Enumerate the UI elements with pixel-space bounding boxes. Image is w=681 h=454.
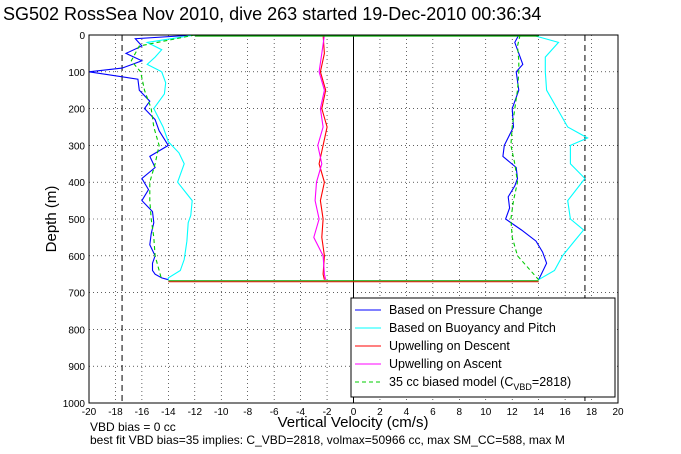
y-tick-label: 900 (68, 362, 85, 373)
x-tick-label: -8 (243, 407, 252, 418)
y-tick-label: 300 (68, 141, 85, 152)
x-tick-label: -16 (135, 407, 150, 418)
x-tick-label: 16 (560, 407, 572, 418)
legend-model-sub: VBD (513, 382, 532, 392)
x-tick-label: -20 (82, 407, 97, 418)
series-buoyancy-ascent (531, 34, 589, 281)
x-tick-label: 4 (404, 407, 410, 418)
y-axis-label: Depth (m) (43, 186, 60, 253)
x-tick-label: -14 (161, 407, 176, 418)
legend-model-main: 35 cc biased model (C (389, 375, 513, 389)
plot-frame (88, 34, 619, 404)
x-tick-label: -2 (323, 407, 332, 418)
x-tick-label: 8 (457, 407, 463, 418)
x-tick-label: 14 (533, 407, 545, 418)
x-tick-label: -6 (270, 407, 279, 418)
chart-title: SG502 RossSea Nov 2010, dive 263 started… (3, 4, 541, 24)
x-tick-label: -18 (108, 407, 123, 418)
x-tick-label: 0 (351, 407, 357, 418)
series-layer (88, 34, 589, 403)
legend-label-model: 35 cc biased model (CVBD=2818) (389, 375, 571, 392)
x-tick-labels: -20 -18 -16 -14 -12 -10 -8 -6 -4 -2 0 2 4 6 8 10 12 14 16 1… (82, 407, 624, 418)
series-up_ascent-ascent (313, 34, 327, 280)
x-tick-label: -10 (214, 407, 229, 418)
legend-label-buoyancy: Based on Buoyancy and Pitch (389, 321, 556, 335)
series-pressure-descent (88, 34, 195, 281)
series-model-descent (130, 34, 195, 280)
y-tick-label: 100 (68, 68, 85, 79)
x-tick-label: 20 (612, 407, 624, 418)
x-tick-label: -12 (188, 407, 203, 418)
legend-label-up-descent: Upwelling on Descent (389, 339, 510, 353)
x-tick-label: 2 (377, 407, 383, 418)
series-buoyancy-descent (145, 34, 195, 280)
x-tick-label: 18 (586, 407, 598, 418)
legend: Based on Pressure Change Based on Buoyan… (350, 297, 616, 398)
y-tick-label: 200 (68, 105, 85, 116)
y-tick-label: 400 (68, 178, 85, 189)
series-pressure-ascent (502, 34, 548, 280)
legend-label-pressure: Based on Pressure Change (389, 303, 543, 317)
x-axis-label: Vertical Velocity (cm/s) (278, 414, 429, 431)
x-tick-label: -4 (296, 407, 305, 418)
legend-label-up-ascent: Upwelling on Ascent (389, 357, 502, 371)
y-tick-label: 500 (68, 215, 85, 226)
note-vbd-bias: VBD bias = 0 cc (90, 420, 176, 434)
x-tick-label: 6 (430, 407, 436, 418)
series-model-ascent (510, 34, 540, 281)
legend-box (350, 297, 616, 398)
legend-model-end: =2818) (532, 375, 571, 389)
y-tick-label: 1000 (63, 399, 86, 410)
note-best-fit: best fit VBD bias=35 implies: C_VBD=2818… (90, 433, 565, 447)
x-tick-label: 10 (480, 407, 492, 418)
y-tick-labels: 0 100 200 300 400 500 600 700 800 900 1000 (63, 31, 86, 410)
y-tick-label: 800 (68, 325, 85, 336)
y-tick-label: 0 (79, 31, 85, 42)
y-tick-label: 600 (68, 252, 85, 263)
series-up_descent-descent (318, 34, 328, 280)
y-tick-label: 700 (68, 289, 85, 300)
x-tick-label: 12 (507, 407, 519, 418)
